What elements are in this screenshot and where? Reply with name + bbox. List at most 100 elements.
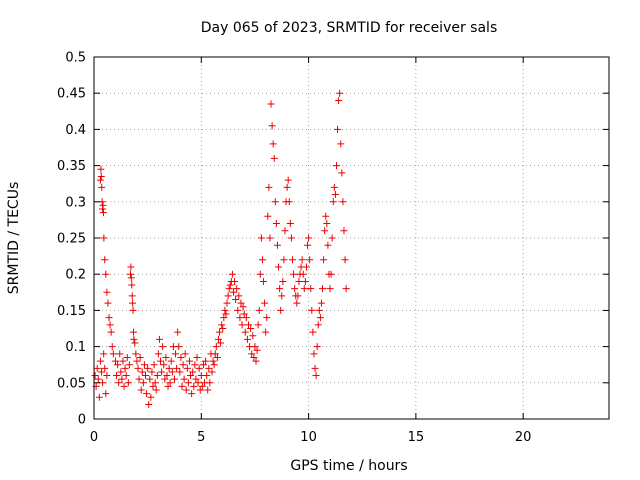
- data-point: [98, 368, 106, 376]
- data-point: [180, 375, 188, 383]
- data-point: [153, 372, 161, 380]
- data-point: [320, 256, 328, 264]
- data-point: [309, 328, 317, 336]
- grid-layer: [94, 57, 609, 419]
- data-point: [213, 353, 221, 361]
- data-point: [216, 328, 224, 336]
- data-point: [127, 263, 135, 271]
- data-point: [178, 382, 186, 390]
- data-point: [117, 368, 125, 376]
- data-point: [173, 364, 181, 372]
- data-point: [204, 386, 212, 394]
- data-point: [205, 364, 213, 372]
- data-point: [162, 353, 170, 361]
- data-point: [314, 321, 322, 329]
- data-point: [128, 281, 136, 289]
- data-point: [319, 285, 327, 293]
- data-point: [175, 343, 183, 351]
- data-point: [179, 361, 187, 369]
- data-point: [116, 350, 124, 358]
- data-point: [281, 227, 289, 235]
- data-point: [136, 353, 144, 361]
- data-point: [214, 335, 222, 343]
- data-points: [91, 89, 350, 409]
- data-point: [187, 372, 195, 380]
- data-point: [202, 357, 210, 365]
- data-point: [127, 274, 135, 282]
- data-point: [252, 357, 260, 365]
- data-point: [266, 234, 274, 242]
- data-point: [260, 277, 268, 285]
- data-point: [262, 328, 270, 336]
- data-point: [170, 375, 178, 383]
- data-point: [284, 176, 292, 184]
- data-point: [103, 372, 111, 380]
- data-point: [287, 234, 295, 242]
- data-point: [113, 372, 121, 380]
- data-point: [275, 263, 283, 271]
- data-point: [264, 212, 272, 220]
- data-point: [331, 191, 339, 199]
- data-point: [241, 328, 249, 336]
- data-point: [188, 390, 196, 398]
- x-tick-label: 10: [300, 430, 317, 445]
- data-point: [257, 234, 265, 242]
- data-point: [270, 154, 278, 162]
- data-point: [332, 162, 340, 170]
- data-point: [336, 89, 344, 97]
- data-point: [268, 122, 276, 130]
- data-point: [107, 328, 115, 336]
- data-point: [189, 368, 197, 376]
- data-point: [208, 368, 216, 376]
- data-point: [125, 361, 133, 369]
- y-tick-label: 0.5: [65, 51, 86, 66]
- data-point: [316, 314, 324, 322]
- y-tick-label: 0.05: [57, 376, 86, 391]
- x-tick-label: 20: [515, 430, 532, 445]
- x-axis-title: GPS time / hours: [290, 458, 407, 474]
- data-point: [146, 375, 154, 383]
- data-point: [134, 364, 142, 372]
- data-point: [219, 325, 227, 332]
- data-point: [258, 256, 266, 264]
- x-tick-label: 5: [197, 430, 205, 445]
- data-point: [196, 386, 204, 394]
- data-point: [272, 220, 280, 228]
- data-point: [192, 375, 200, 383]
- data-point: [161, 375, 169, 383]
- data-point: [307, 285, 315, 293]
- data-point: [129, 306, 137, 314]
- data-point: [131, 339, 139, 347]
- data-point: [342, 285, 350, 293]
- data-point: [129, 299, 137, 307]
- data-point: [165, 364, 173, 372]
- data-point: [330, 183, 338, 191]
- data-point: [300, 285, 308, 293]
- y-tick-label: 0.35: [57, 159, 86, 174]
- data-point: [317, 299, 325, 307]
- y-tick-label: 0.1: [65, 340, 86, 355]
- data-point: [115, 379, 123, 387]
- data-point: [129, 328, 137, 336]
- data-point: [261, 299, 269, 307]
- data-point: [283, 183, 291, 191]
- data-point: [239, 303, 247, 311]
- data-point: [105, 314, 113, 322]
- data-point: [98, 183, 106, 191]
- data-point: [247, 325, 255, 332]
- data-point: [97, 165, 105, 173]
- data-point: [228, 270, 236, 278]
- data-point: [231, 277, 239, 285]
- data-point: [172, 350, 180, 358]
- data-point: [185, 357, 193, 365]
- data-point: [160, 361, 168, 369]
- data-point: [140, 361, 148, 369]
- data-point: [111, 357, 119, 365]
- data-point: [315, 306, 323, 314]
- data-point: [114, 361, 122, 369]
- data-point: [133, 357, 141, 365]
- data-point: [242, 314, 250, 322]
- data-point: [218, 321, 226, 329]
- data-point: [138, 368, 146, 376]
- data-point: [203, 372, 211, 380]
